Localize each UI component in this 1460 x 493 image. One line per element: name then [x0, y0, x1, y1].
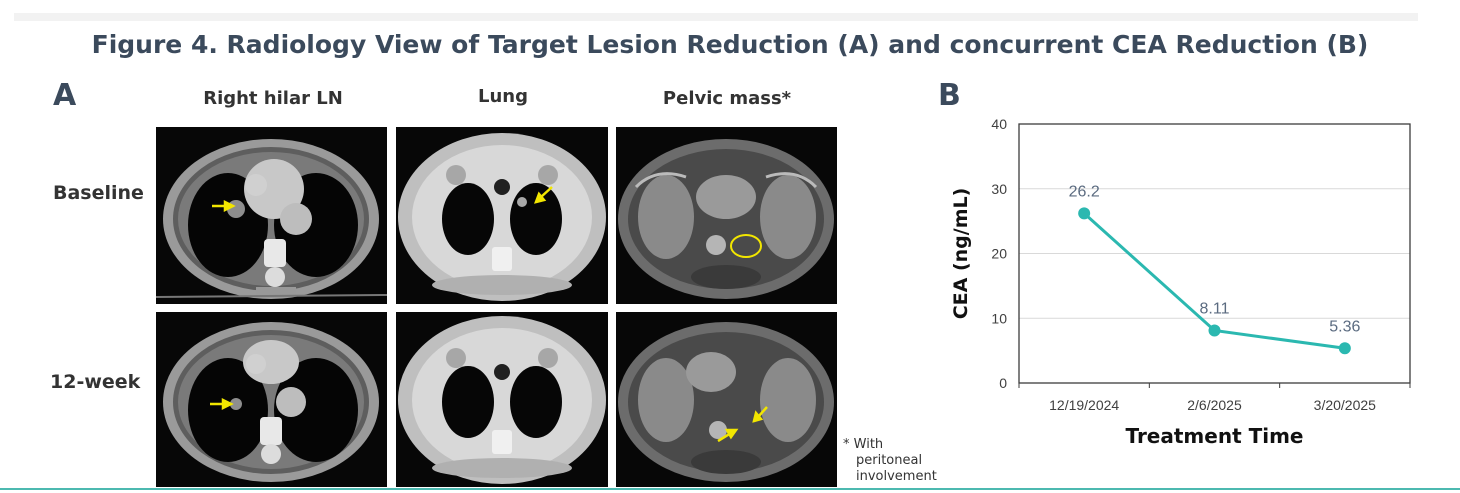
panel-a-label: A [53, 78, 77, 113]
figure-title: Figure 4. Radiology View of Target Lesio… [91, 30, 1369, 59]
x-axis-title: Treatment Time [1126, 424, 1304, 448]
column-header-lung: Lung [478, 86, 528, 107]
x-tick-label-0: 12/19/2024 [1049, 397, 1119, 413]
arrow-marker-pelvic-12week-a [752, 406, 768, 423]
bottom-rule [0, 488, 1460, 490]
mri-pelvis-baseline-image [616, 127, 837, 304]
footnote-line-1: * With [843, 437, 884, 452]
plot-area-border [1018, 123, 1411, 384]
top-band [14, 13, 1418, 21]
ct-hilar-12week-image [156, 312, 387, 487]
arrow-marker-hilar-baseline [212, 199, 236, 213]
footnote-line-2: peritoneal [856, 453, 923, 468]
y-axis-title: CEA (ng/mL) [950, 188, 972, 320]
ct-lung-12week-image [396, 312, 608, 487]
row-label-12-week: 12-week [50, 371, 141, 393]
column-header-pelvic: Pelvic mass* [662, 88, 792, 109]
data-point-1 [1208, 324, 1221, 337]
arrow-marker-lung-baseline [533, 186, 553, 204]
arrow-marker-hilar-12week [210, 397, 234, 411]
mri-pelvis-12week-image [616, 312, 837, 487]
y-tick-label-30: 30 [991, 181, 1007, 197]
data-label-0: 26.2 [1069, 183, 1100, 200]
footnote: * With peritoneal involvement [843, 437, 958, 485]
ct-hilar-baseline-image [156, 127, 387, 304]
y-tick-label-10: 10 [991, 310, 1007, 326]
footnote-line-3: involvement [856, 469, 937, 484]
y-tick-label-40: 40 [991, 116, 1007, 132]
y-tick-label-0: 0 [999, 375, 1007, 391]
data-label-2: 5.36 [1329, 318, 1360, 335]
y-tick-label-20: 20 [991, 246, 1007, 262]
x-tick-label-2: 3/20/2025 [1314, 397, 1376, 413]
panel-b-label: B [938, 78, 961, 113]
data-label-1: 8.11 [1200, 300, 1230, 317]
x-tick-label-1: 2/6/2025 [1187, 397, 1242, 413]
row-label-baseline: Baseline [53, 182, 144, 204]
column-header-hilar: Right hilar LN [203, 88, 343, 109]
arrow-marker-pelvic-12week-b [717, 428, 739, 443]
data-point-0 [1078, 207, 1091, 220]
lesion-circle-pelvic-baseline [730, 234, 762, 258]
data-point-2 [1338, 342, 1351, 355]
ct-lung-baseline-image [396, 127, 608, 304]
